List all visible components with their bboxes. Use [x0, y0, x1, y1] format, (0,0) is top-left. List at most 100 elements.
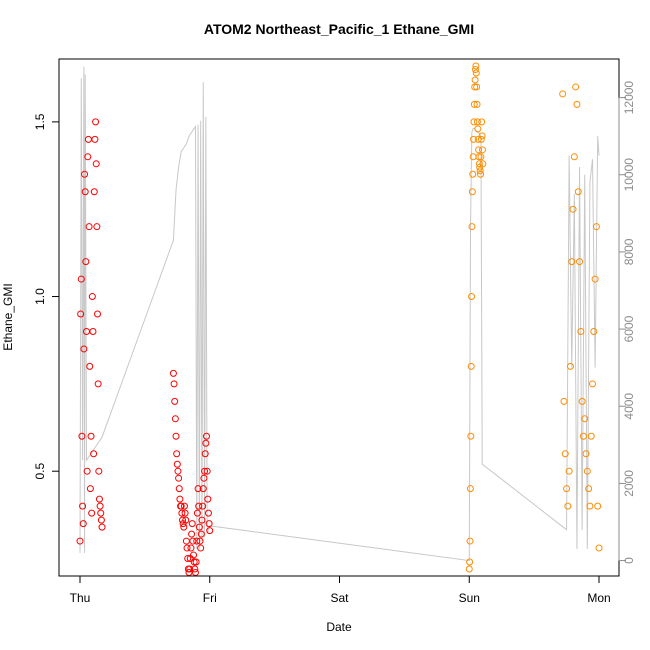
- data-point: [83, 467, 91, 475]
- data-point: [173, 460, 181, 468]
- data-point: [182, 537, 190, 545]
- data-point: [478, 146, 486, 154]
- data-point: [98, 523, 106, 531]
- data-point: [472, 69, 480, 77]
- data-point: [579, 432, 587, 440]
- data-point: [79, 502, 87, 510]
- y2-tick-label: 4000: [622, 393, 636, 420]
- data-point: [193, 509, 201, 517]
- data-point: [193, 537, 201, 545]
- data-point: [574, 188, 582, 196]
- data-point: [85, 223, 93, 231]
- y-axis: 0.5 1.0 1.5: [33, 113, 60, 480]
- data-point: [97, 509, 105, 517]
- data-point: [91, 135, 99, 143]
- data-point: [576, 258, 584, 266]
- data-point: [184, 555, 192, 563]
- data-point: [561, 450, 569, 458]
- data-point: [190, 558, 198, 566]
- data-point: [169, 369, 177, 377]
- data-point: [195, 502, 203, 510]
- data-point: [194, 485, 202, 493]
- x-tick-label: Thu: [70, 591, 91, 605]
- data-point: [595, 544, 603, 552]
- data-point: [97, 516, 105, 524]
- data-point: [199, 502, 207, 510]
- data-point: [77, 310, 85, 318]
- data-point: [197, 530, 205, 538]
- data-point: [191, 569, 199, 577]
- x-tick-label: Mon: [587, 591, 610, 605]
- y2-tick-label: 12000: [622, 81, 636, 115]
- data-point: [90, 188, 98, 196]
- data-point: [467, 432, 475, 440]
- data-point: [180, 502, 188, 510]
- y2-tick-label: 8000: [622, 238, 636, 265]
- data-point: [471, 76, 479, 84]
- data-point: [178, 509, 186, 517]
- data-point: [94, 310, 102, 318]
- data-point: [201, 450, 209, 458]
- data-point: [581, 415, 589, 423]
- data-point: [477, 135, 485, 143]
- data-point: [478, 118, 486, 126]
- data-point: [196, 537, 204, 545]
- data-point: [172, 432, 180, 440]
- data-point: [188, 520, 196, 528]
- data-point: [93, 223, 101, 231]
- data-point: [471, 83, 479, 91]
- data-point: [84, 135, 92, 143]
- data-point: [583, 467, 591, 475]
- data-point: [206, 527, 214, 535]
- data-point: [78, 432, 86, 440]
- data-point: [90, 450, 98, 458]
- data-point: [469, 170, 477, 178]
- data-point: [560, 397, 568, 405]
- data-point: [186, 565, 194, 573]
- data-point: [569, 205, 577, 213]
- data-point: [174, 467, 182, 475]
- y-tick-label: 0.5: [33, 463, 47, 480]
- y-tick-label: 1.5: [33, 113, 47, 130]
- data-point: [190, 551, 198, 559]
- data-point: [173, 450, 181, 458]
- data-point: [181, 509, 189, 517]
- data-point: [478, 132, 486, 140]
- data-point: [479, 160, 487, 168]
- data-point: [92, 160, 100, 168]
- x-axis: Thu Fri Sat Sun Mon: [70, 575, 611, 605]
- data-point: [92, 118, 100, 126]
- data-point: [474, 135, 482, 143]
- y2-tick-label: 2000: [622, 470, 636, 497]
- data-point: [197, 544, 205, 552]
- data-point: [477, 170, 485, 178]
- data-point: [203, 432, 211, 440]
- x-tick-label: Sat: [330, 591, 349, 605]
- data-point: [88, 509, 96, 517]
- data-point: [570, 153, 578, 161]
- data-point: [205, 520, 213, 528]
- x-tick-label: Sun: [459, 591, 480, 605]
- data-point: [572, 83, 580, 91]
- y2-tick-label: 10000: [622, 158, 636, 192]
- data-point: [466, 558, 474, 566]
- data-point: [87, 432, 95, 440]
- data-point: [470, 118, 478, 126]
- data-point: [591, 275, 599, 283]
- data-point: [183, 544, 191, 552]
- data-point: [86, 485, 94, 493]
- data-point: [189, 537, 197, 545]
- y-tick-label: 1.0: [33, 288, 47, 305]
- data-point: [472, 62, 480, 70]
- data-point: [88, 293, 96, 301]
- data-point: [474, 125, 482, 133]
- data-point: [171, 397, 179, 405]
- chart-title: ATOM2 Northeast_Pacific_1 Ethane_GMI: [204, 21, 474, 37]
- data-point: [200, 474, 208, 482]
- data-point: [171, 415, 179, 423]
- data-point: [179, 516, 187, 524]
- data-point: [96, 502, 104, 510]
- data-point: [582, 450, 590, 458]
- data-point: [586, 502, 594, 510]
